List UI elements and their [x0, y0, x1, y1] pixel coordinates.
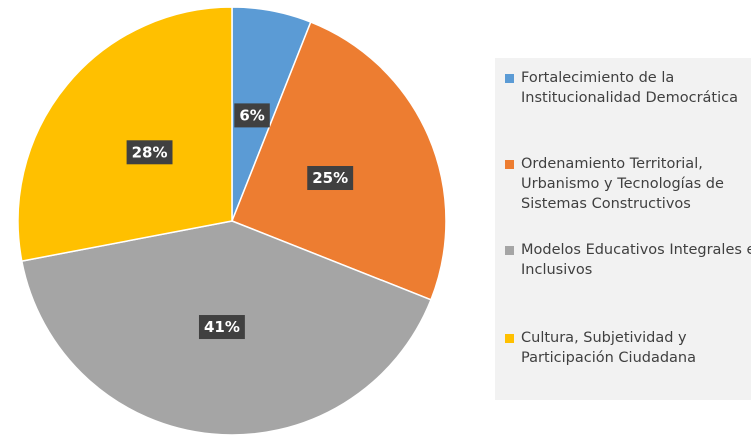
data-label-box — [126, 140, 173, 165]
legend-label: Modelos Educativos Integrales e Inclusiv… — [521, 242, 751, 278]
pie-slice — [17, 6, 233, 262]
data-label-text: 6% — [239, 106, 264, 124]
data-label-box — [234, 103, 270, 128]
data-label-text: 28% — [132, 143, 168, 161]
legend-label: Ordenamiento Territorial, Urbanismo y Te… — [521, 156, 724, 212]
data-label: 25% — [307, 166, 354, 191]
legend-label: Cultura, Subjetividad y Participación Ci… — [521, 330, 697, 366]
legend-swatch — [505, 74, 514, 83]
pie-slice — [231, 21, 447, 301]
legend-swatch — [505, 246, 514, 255]
data-label: 41% — [198, 315, 245, 340]
data-label-box — [198, 315, 245, 340]
legend: Fortalecimiento de la Institucionalidad … — [495, 58, 751, 400]
data-label: 6% — [234, 103, 270, 128]
legend-item: Cultura, Subjetividad y Participación Ci… — [505, 328, 751, 368]
data-label-box — [307, 166, 354, 191]
data-label-text: 25% — [312, 169, 348, 187]
legend-item: Modelos Educativos Integrales e Inclusiv… — [505, 240, 751, 280]
legend-swatch — [505, 334, 514, 343]
legend-swatch — [505, 160, 514, 169]
legend-label: Fortalecimiento de la Institucionalidad … — [521, 70, 738, 106]
data-label-text: 41% — [204, 318, 240, 336]
legend-item: Ordenamiento Territorial, Urbanismo y Te… — [505, 154, 751, 214]
legend-item: Fortalecimiento de la Institucionalidad … — [505, 68, 751, 108]
chart: 6% 25% 41% 28% — [17, 6, 447, 436]
data-label: 28% — [126, 140, 173, 165]
